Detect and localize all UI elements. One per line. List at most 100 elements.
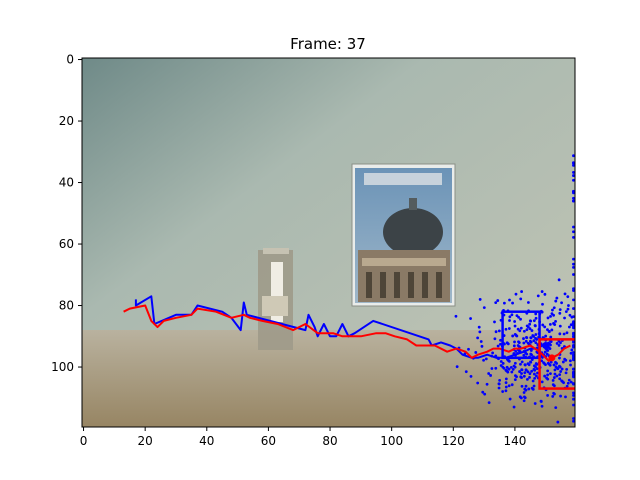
particle-point xyxy=(455,365,459,369)
x-tick-label: 80 xyxy=(322,434,337,448)
particle-point xyxy=(524,339,528,343)
particle-point xyxy=(546,328,549,332)
particle-point xyxy=(508,298,511,302)
particle-point xyxy=(545,352,549,356)
particle-point xyxy=(502,366,506,370)
particle-point xyxy=(526,325,530,329)
poster xyxy=(351,163,456,307)
particle-point xyxy=(512,344,516,348)
particle-point xyxy=(544,334,548,338)
particle-point xyxy=(530,329,534,332)
center-marker xyxy=(548,354,556,362)
particle-point xyxy=(487,372,491,375)
particle-point xyxy=(531,334,535,337)
particle-point xyxy=(553,368,557,372)
particle-point xyxy=(572,225,575,229)
track-lines xyxy=(123,295,571,362)
axes-frame xyxy=(81,57,576,428)
particle-point xyxy=(497,386,501,390)
particle-point xyxy=(490,367,494,370)
particle-point xyxy=(549,372,552,376)
particle-point xyxy=(557,343,561,347)
y-tick-label: 80 xyxy=(59,299,74,313)
particle-point xyxy=(572,230,575,234)
y-axis: 0 20 40 60 80 100 xyxy=(51,53,82,374)
y-tick-label: 40 xyxy=(59,176,74,190)
particle-point xyxy=(540,290,544,293)
particle-point xyxy=(496,344,500,348)
particle-point xyxy=(544,363,547,367)
particle-point xyxy=(514,349,518,353)
particle-point xyxy=(536,371,539,375)
particle-point xyxy=(494,301,498,305)
particle-point xyxy=(534,312,538,316)
particle-point xyxy=(564,395,567,399)
particle-point xyxy=(530,369,534,373)
particle-point xyxy=(529,360,533,364)
particle-point xyxy=(524,384,528,388)
x-tick-label: 60 xyxy=(261,434,276,448)
particle-point xyxy=(564,371,568,375)
particle-point xyxy=(519,297,523,301)
particle-point xyxy=(572,161,575,165)
particle-point xyxy=(481,390,485,394)
particle-point xyxy=(572,356,575,360)
particle-point xyxy=(513,320,517,323)
particle-point xyxy=(572,178,575,182)
particle-point xyxy=(535,338,539,341)
particle-point xyxy=(469,317,472,320)
particle-point xyxy=(517,340,520,344)
particle-point xyxy=(499,360,503,363)
particle-point xyxy=(572,326,575,330)
particle-point xyxy=(520,372,523,375)
particle-point xyxy=(497,382,501,386)
particle-point xyxy=(513,332,517,336)
particle-point xyxy=(543,374,547,378)
particle-point xyxy=(552,376,556,379)
bottle xyxy=(258,248,293,350)
particle-point xyxy=(567,378,571,382)
particle-point xyxy=(568,313,572,317)
particle-point xyxy=(566,295,570,299)
particle-point xyxy=(548,363,552,367)
particle-point xyxy=(499,364,503,367)
particle-point xyxy=(559,370,563,373)
particle-point xyxy=(572,397,575,401)
particle-point xyxy=(510,313,514,317)
particle-point xyxy=(454,314,458,318)
particle-point xyxy=(572,419,575,423)
particle-point xyxy=(498,378,502,382)
particle-point xyxy=(572,171,575,174)
particle-point xyxy=(546,373,549,377)
particle-point xyxy=(541,323,545,327)
plot-area xyxy=(82,58,575,427)
particle-point xyxy=(566,381,570,385)
particle-point xyxy=(511,301,514,305)
particle-point xyxy=(558,377,562,381)
particle-point xyxy=(540,359,543,363)
particle-point xyxy=(546,361,550,365)
x-axis: 0 20 40 60 80 100 120 140 xyxy=(80,427,526,448)
x-tick-label: 20 xyxy=(138,434,153,448)
particle-point xyxy=(476,336,480,340)
particle-point xyxy=(509,365,513,369)
particle-point xyxy=(569,363,572,367)
particle-point xyxy=(476,381,480,385)
particle-point xyxy=(484,357,488,361)
particle-point xyxy=(554,406,558,410)
particle-point xyxy=(539,400,543,403)
particle-point xyxy=(553,323,557,326)
particle-point xyxy=(572,257,575,261)
particle-point xyxy=(552,306,556,310)
particle-point xyxy=(511,334,515,338)
particle-point xyxy=(504,327,508,331)
particle-point xyxy=(482,306,486,310)
particle-point xyxy=(552,384,556,388)
particle-point xyxy=(517,345,521,349)
particle-point xyxy=(554,299,558,303)
particle-point xyxy=(558,356,561,360)
particle-point xyxy=(533,376,537,380)
particle-point xyxy=(467,347,470,351)
particle-point xyxy=(501,390,505,393)
particle-point xyxy=(522,391,526,394)
